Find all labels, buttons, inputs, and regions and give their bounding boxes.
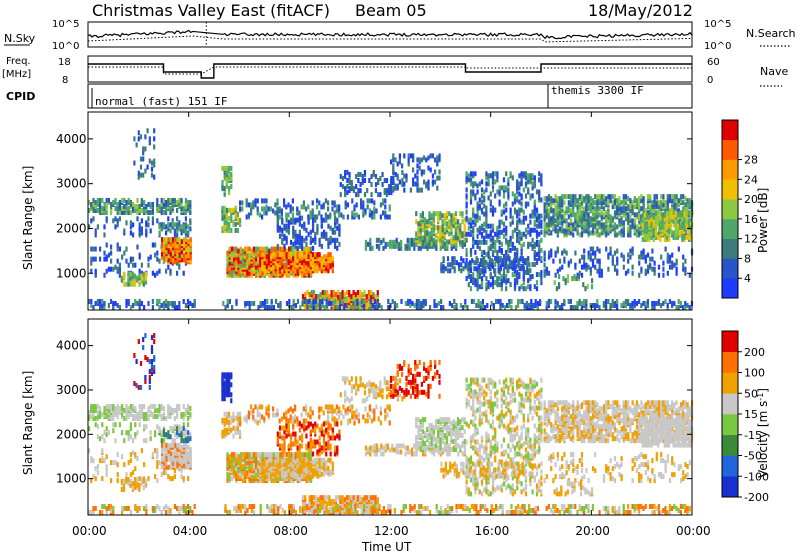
colorbar-swatch — [722, 455, 738, 477]
nsky-trace — [87, 22, 693, 47]
nave-line — [88, 66, 692, 75]
colorbar-swatch — [722, 199, 738, 220]
nave-tick-top: 60 — [707, 57, 720, 68]
y-tick-label: 3000 — [56, 383, 87, 397]
colorbar-tick: 28 — [744, 154, 758, 167]
colorbar-tick: 100 — [744, 367, 765, 380]
nsearch-tick-bottom: 10^0 — [704, 41, 731, 52]
power-ylabel: Slant Range [km] — [21, 166, 35, 270]
y-tick-label: 2000 — [56, 221, 87, 235]
beam-label: Beam 05 — [355, 1, 427, 20]
colorbar-swatch — [722, 120, 738, 141]
x-tick-label: 08:00 — [273, 524, 308, 538]
nsky-tick-top: 10^5 — [52, 19, 79, 30]
colorbar-swatch — [722, 238, 738, 259]
colorbar-swatch — [722, 393, 738, 415]
colorbar-swatch — [722, 331, 738, 353]
velocity-heatmap — [88, 333, 694, 515]
x-tick-label: 00:00 — [72, 524, 107, 538]
colorbar-swatch — [722, 258, 738, 279]
colorbar-tick: 8 — [744, 252, 751, 265]
velocity-panel: 1000 2000 3000 4000 Slant Range [km] 200 100… — [21, 318, 770, 516]
colorbar-tick: 200 — [744, 346, 765, 359]
nsky-tick-bottom: 10^0 — [52, 41, 79, 52]
freq-trace — [88, 63, 692, 79]
x-axis-label: Time UT — [361, 540, 412, 554]
y-tick-label: 4000 — [56, 339, 87, 353]
freq-tick-top: 18 — [58, 57, 71, 68]
x-tick-label: 20:00 — [575, 524, 610, 538]
power-colorbar: 4 8 12 16 20 24 28 — [721, 119, 758, 299]
nsearch-label: N.Search — [746, 27, 796, 40]
colorbar-tick: 24 — [744, 173, 758, 186]
x-tick-label: 12:00 — [374, 524, 409, 538]
colorbar-tick: -15 — [744, 429, 762, 442]
x-tick-label: 04:00 — [173, 524, 208, 538]
power-panel: 1000 2000 3000 4000 Slant Range [km] 4 8 12 16… — [21, 111, 770, 311]
y-tick-label: 2000 — [56, 427, 87, 441]
nave-label: Nave — [760, 65, 788, 78]
cpid-label: CPID — [6, 90, 35, 103]
nsearch-line — [87, 35, 693, 43]
colorbar-swatch — [722, 476, 738, 498]
nsky-label: N.Sky — [4, 32, 36, 45]
colorbar-swatch — [722, 278, 738, 299]
y-tick-label: 1000 — [56, 472, 87, 486]
colorbar-tick: 12 — [744, 233, 758, 246]
colorbar-swatch — [722, 351, 738, 373]
nave-tick-bottom: 0 — [707, 75, 713, 86]
colorbar-swatch — [722, 218, 738, 239]
colorbar-swatch — [722, 434, 738, 456]
time-axis: 00:00 04:00 08:00 12:00 16:00 20:00 00:00 — [72, 112, 711, 538]
cpid-mode-themis: themis 3300 IF — [551, 84, 644, 97]
power-colorbar-label: Power [dB] — [756, 188, 770, 253]
x-tick-label: 16:00 — [475, 524, 510, 538]
nsky-panel: N.Sky 10^5 10^0 10^5 10^0 N.Search — [4, 19, 796, 52]
colorbar-tick: 50 — [744, 387, 758, 400]
freq-label: Freq. — [6, 56, 31, 67]
velocity-colorbar-label: Velocity [m s-1] — [756, 388, 770, 478]
station-title: Christmas Valley East (fitACF) — [92, 1, 330, 20]
freq-tick-bottom: 8 — [62, 75, 68, 86]
cpid-panel: CPID normal (fast) 151 IF themis 3300 IF — [6, 83, 693, 109]
y-tick-label: 3000 — [56, 177, 87, 191]
colorbar-swatch — [722, 414, 738, 436]
colorbar-tick: 4 — [744, 272, 751, 285]
cpid-mode-normal: normal (fast) 151 IF — [95, 95, 227, 108]
colorbar-swatch — [722, 179, 738, 200]
colorbar-tick: -100 — [744, 470, 769, 483]
x-tick-label: 00:00 — [676, 524, 711, 538]
freq-panel: Freq. [MHz] 18 8 60 0 Nave — [2, 55, 788, 87]
colorbar-tick: -200 — [744, 491, 769, 504]
colorbar-swatch — [722, 139, 738, 160]
y-tick-label: 1000 — [56, 266, 87, 280]
date-label: 18/May/2012 — [588, 1, 693, 20]
colorbar-swatch — [722, 159, 738, 180]
velocity-ylabel: Slant Range [km] — [21, 371, 35, 475]
nsearch-tick-top: 10^5 — [704, 19, 731, 30]
velocity-y-axis: 1000 2000 3000 4000 — [56, 339, 692, 486]
power-y-axis: 1000 2000 3000 4000 — [56, 132, 692, 280]
y-tick-label: 4000 — [56, 132, 87, 146]
velocity-colorbar: 200 100 50 15 -15 -50 -100 -200 — [721, 330, 769, 504]
colorbar-swatch — [722, 372, 738, 394]
freq-unit: [MHz] — [2, 69, 31, 80]
colorbar-tick: 15 — [744, 408, 758, 421]
freq-line — [88, 63, 692, 79]
power-heatmap — [88, 128, 694, 310]
colorbar-tick: -50 — [744, 450, 762, 463]
nsky-line — [87, 29, 693, 40]
colorbar-tick: 20 — [744, 193, 758, 206]
colorbar-tick: 16 — [744, 213, 758, 226]
